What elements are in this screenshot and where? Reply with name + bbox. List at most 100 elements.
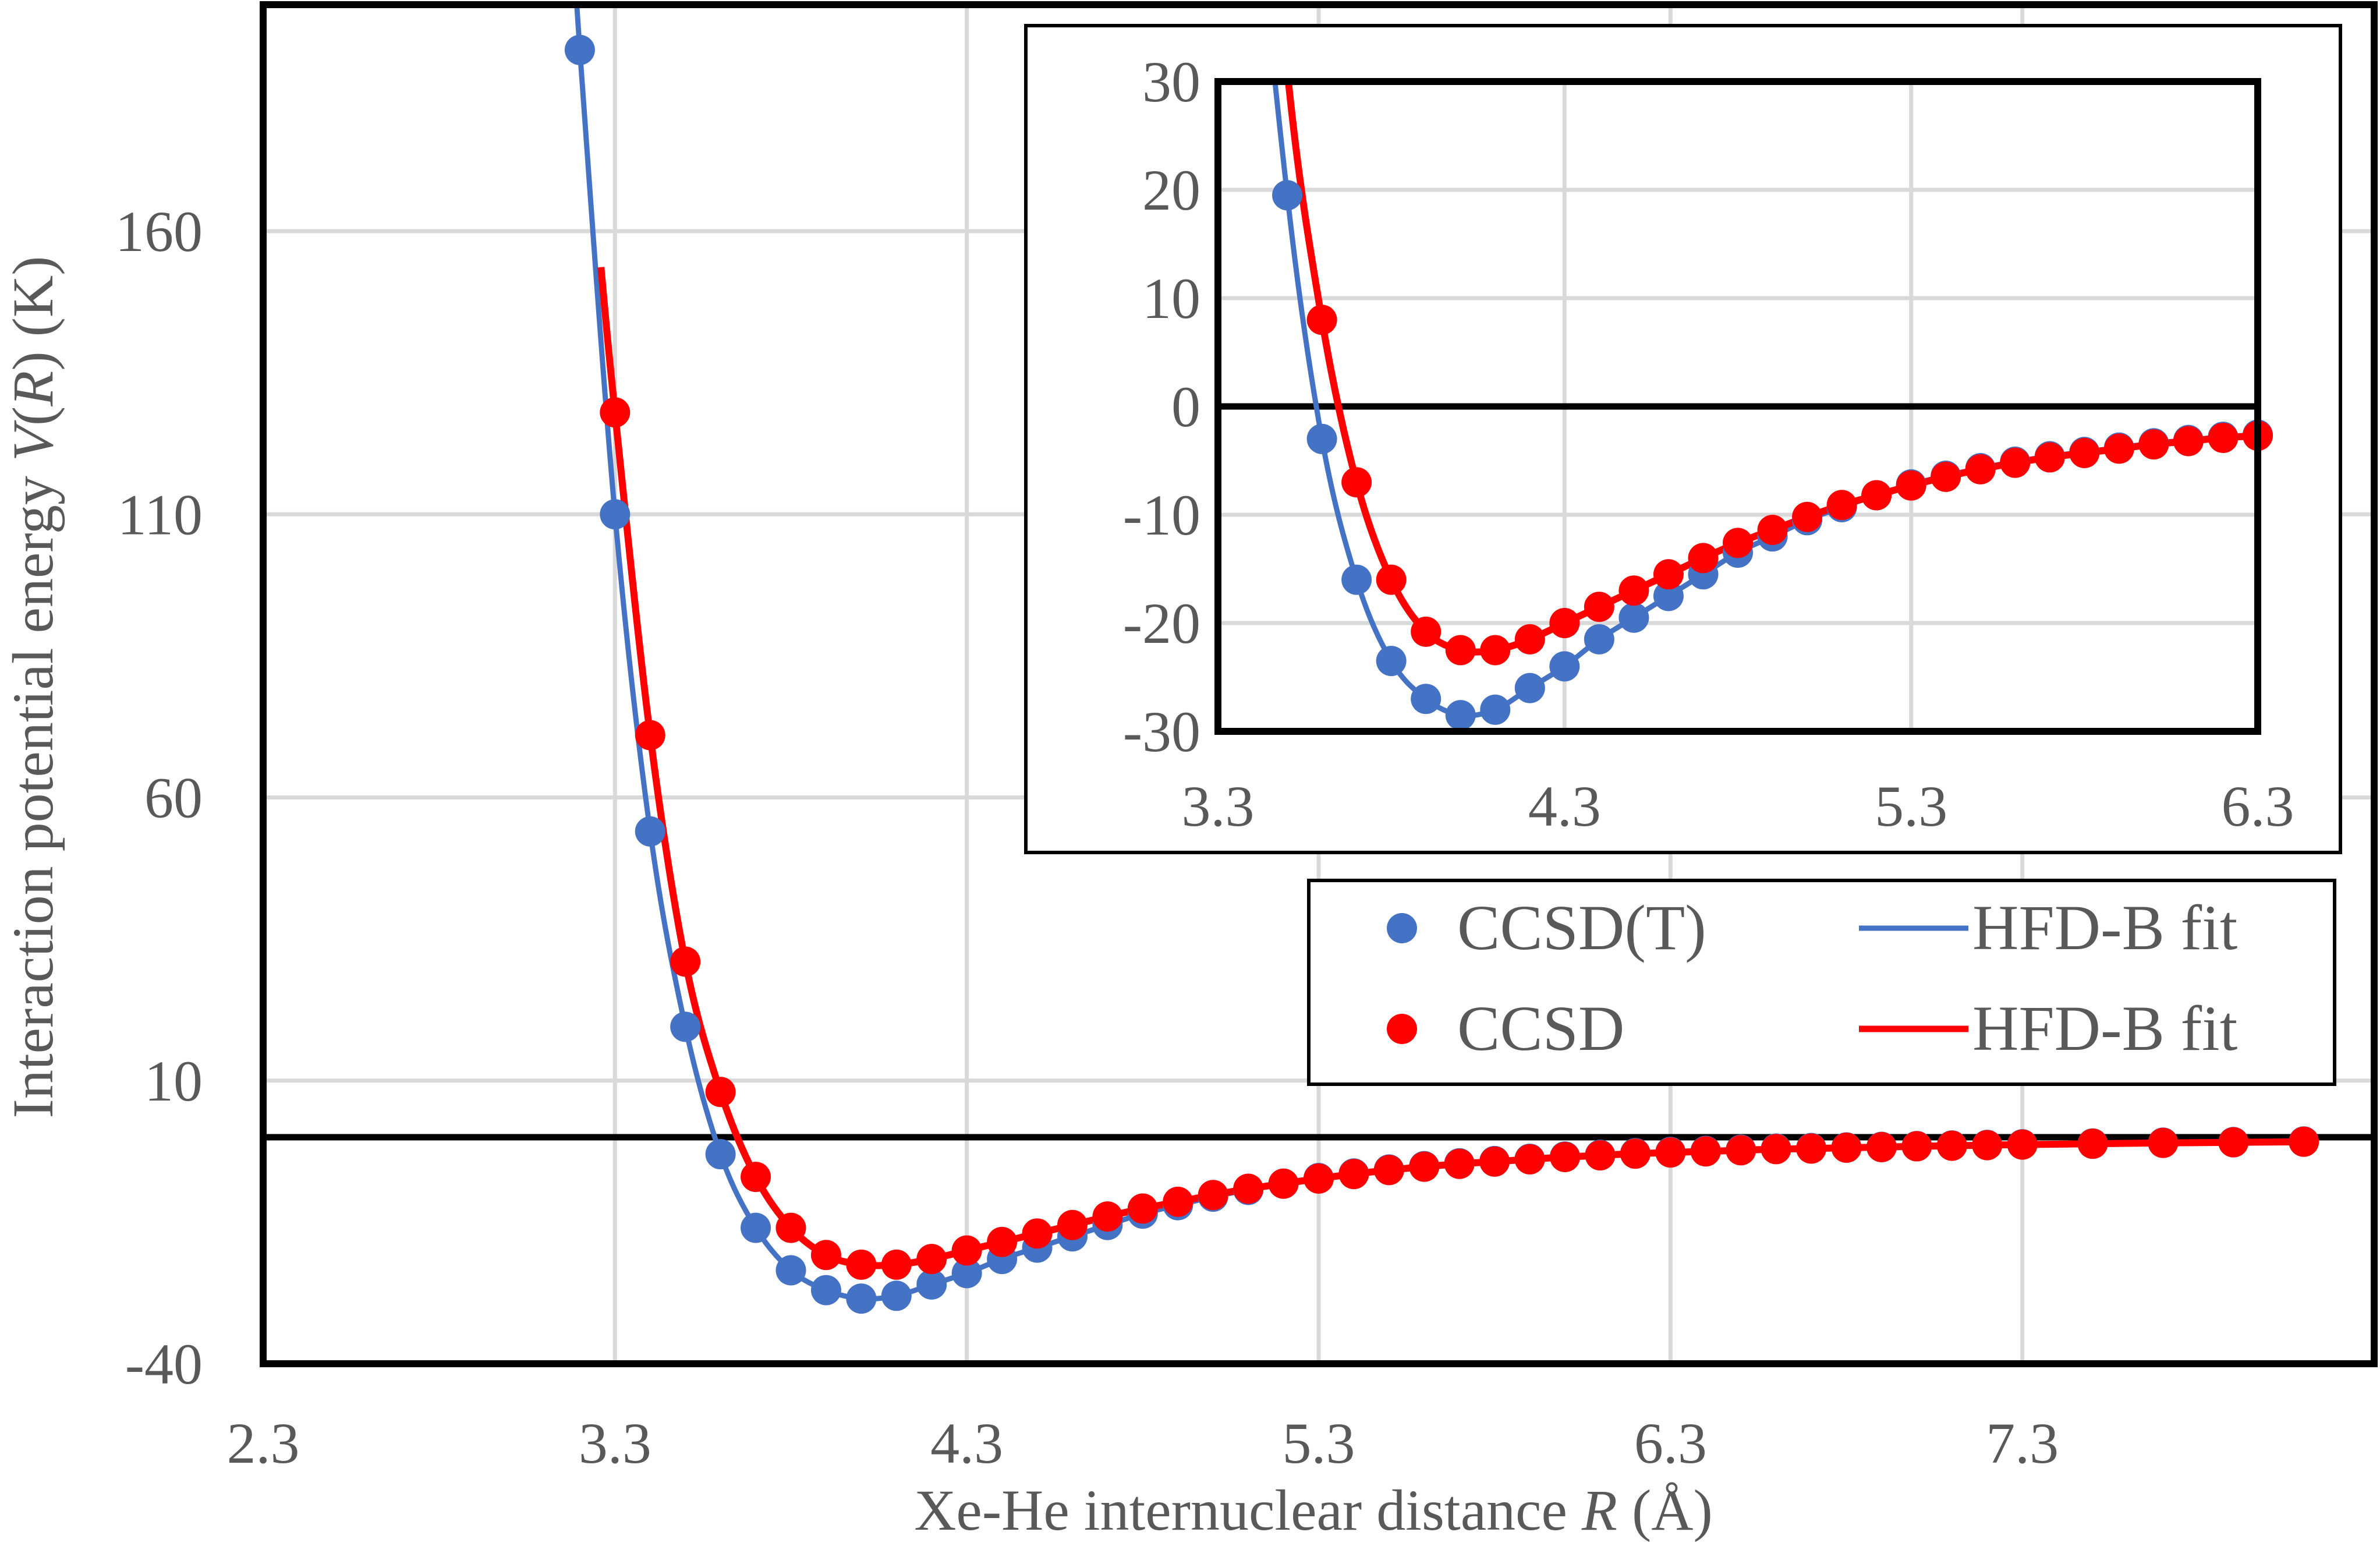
ccsd-point [1445, 635, 1476, 666]
ccsd-point [1757, 515, 1788, 546]
ccsd-point [1618, 575, 1649, 606]
ccsd-point [1688, 543, 1719, 574]
x-tick-label: 2.3 [227, 1411, 300, 1476]
ccsd-point [1796, 1133, 1827, 1164]
ccsd-point [2034, 442, 2065, 473]
ccsdt-point [705, 1139, 736, 1170]
ccsdt-point [1653, 581, 1684, 611]
ccsd-point [1831, 1132, 1862, 1163]
ccsd-point [1376, 564, 1407, 595]
ccsd-point [810, 1240, 841, 1271]
ccsd-point [881, 1249, 912, 1280]
ccsd-point [2077, 1128, 2108, 1159]
ccsdt-point [1514, 673, 1545, 703]
x-tick-label: 3.3 [579, 1411, 651, 1476]
ccsd-point [741, 1162, 771, 1193]
ccsd-point [1861, 480, 1892, 511]
ccsd-point [1338, 1159, 1369, 1190]
ccsdt-point [1341, 564, 1372, 595]
ccsd-point [1233, 1173, 1264, 1204]
ccsd-point [1514, 1144, 1545, 1174]
ccsdt-point [916, 1269, 947, 1300]
ccsd-point [1936, 1130, 1967, 1161]
ccsd-point [1549, 608, 1580, 638]
ccsd-point [1127, 1193, 1158, 1224]
ccsd-point [1444, 1148, 1475, 1179]
y-tick-label: -10 [1123, 483, 1200, 547]
ccsd-point [951, 1235, 982, 1266]
main-data-points [564, 34, 2319, 1314]
ccsd-point [1931, 461, 1961, 492]
inset-data-points [1272, 180, 2273, 731]
ccsd-point [1373, 1155, 1404, 1186]
ccsd-point [1896, 470, 1926, 501]
ccsd-point [1268, 1168, 1299, 1199]
ccsd-point [1514, 624, 1545, 655]
ccsd-point [1163, 1186, 1193, 1217]
ccsd-point [916, 1244, 947, 1275]
ccsd-point [1792, 501, 1823, 532]
ccsd-point [1866, 1132, 1897, 1163]
ccsd-point [1653, 559, 1684, 590]
ccsd-point [1479, 1146, 1510, 1177]
ccsd-point [1585, 1140, 1616, 1171]
ccsd-point [2000, 447, 2031, 478]
ccsd-point [775, 1212, 806, 1243]
ccsd-point [1726, 1135, 1756, 1166]
ccsd-point [987, 1226, 1018, 1257]
ccsd-point [2007, 1129, 2038, 1160]
ccsdt-point [741, 1212, 771, 1243]
legend-label-ccsd: CCSD [1457, 993, 1624, 1064]
ccsd-point [2138, 429, 2169, 460]
ccsdt-point [951, 1258, 982, 1289]
y-axis-title: Interaction potential energy V(R) (K) [1, 256, 65, 1119]
x-tick-label: 5.3 [1875, 774, 1947, 839]
y-tick-label: 110 [118, 482, 203, 547]
y-tick-label: 30 [1142, 49, 1200, 114]
ccsd-point [1826, 490, 1857, 521]
ccsdt-point [1445, 700, 1476, 731]
x-tick-label: 5.3 [1283, 1411, 1355, 1476]
legend-label-ccsdt-fit: HFD-B fit [1972, 892, 2237, 963]
y-tick-label: 60 [144, 766, 203, 830]
ccsd-point [1304, 1163, 1334, 1194]
x-tick-label: 4.3 [930, 1411, 1003, 1476]
ccsd-point [1620, 1138, 1651, 1169]
legend-marker-ccsdt [1387, 913, 1417, 943]
ccsd-point [1057, 1209, 1088, 1240]
ccsdt-point [564, 34, 595, 65]
y-tick-label: -40 [125, 1332, 203, 1396]
ccsdt-point [881, 1280, 912, 1311]
legend-box [1307, 879, 2336, 1086]
legend-label-ccsd-fit: HFD-B fit [1972, 993, 2237, 1064]
ccsd-point [1550, 1142, 1581, 1173]
y-tick-label: -20 [1123, 591, 1200, 656]
main-plot-frame [260, 1, 2378, 1367]
ccsdt-point [1480, 694, 1511, 725]
ccsd-point [2289, 1126, 2319, 1157]
ccsd-point [1972, 1130, 2003, 1161]
ccsd-point [2069, 437, 2100, 468]
y-tick-label: -30 [1123, 699, 1200, 764]
ccsd-point [1584, 592, 1614, 622]
ccsdt-point [1376, 646, 1407, 677]
ccsdt-point [846, 1283, 877, 1314]
y-tick-label: 0 [1171, 374, 1200, 439]
inset-plot-frame [1214, 78, 2261, 735]
ccsd-point [2218, 1127, 2249, 1158]
inset-y-tick-labels: 30 20 10 0 -10 -20 -30 [1123, 49, 1200, 764]
ccsd-point [1022, 1218, 1053, 1249]
ccsdt-point [1272, 180, 1303, 211]
ccsd-point [1306, 305, 1337, 335]
main-y-tick-labels: -40 10 60 110 160 [115, 199, 203, 1396]
x-tick-label: 7.3 [1986, 1411, 2059, 1476]
ccsd-point [1901, 1131, 1932, 1162]
ccsd-point [670, 946, 701, 977]
ccsdt-point [1618, 602, 1649, 633]
ccsd-point [1761, 1134, 1791, 1165]
ccsd-point [2148, 1127, 2179, 1158]
y-tick-label: 10 [144, 1049, 203, 1113]
ccsd-point [2173, 426, 2204, 457]
ccsd-point [1341, 467, 1372, 498]
